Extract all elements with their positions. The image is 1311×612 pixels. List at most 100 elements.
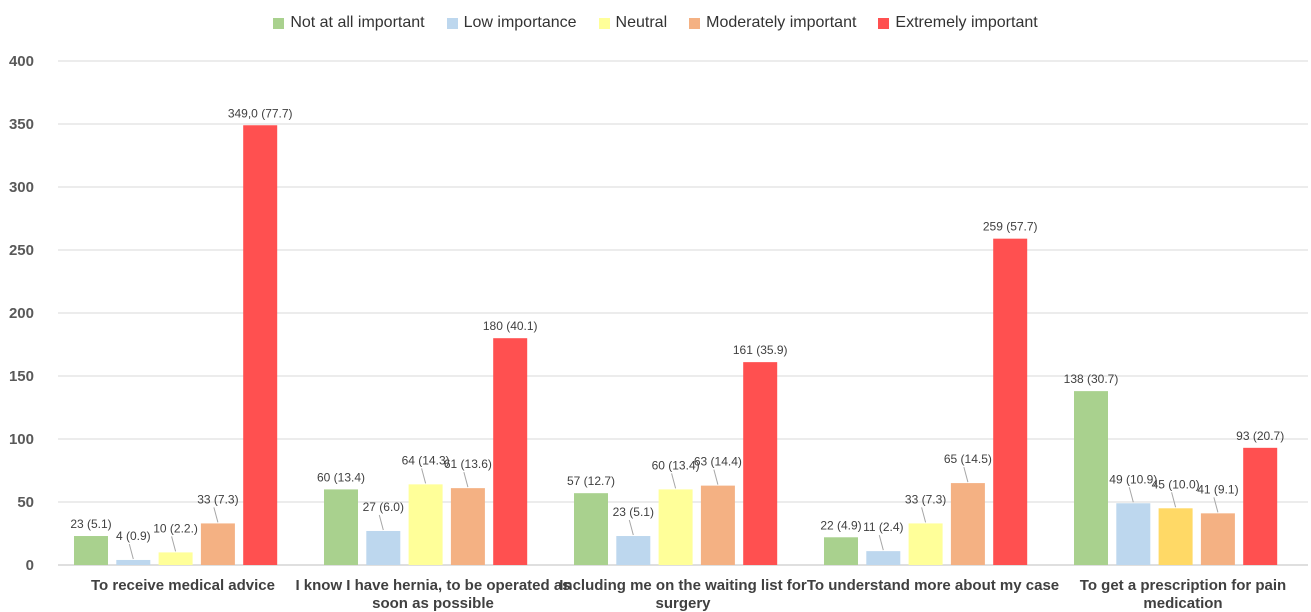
leader-line (1128, 487, 1134, 503)
bar (1116, 503, 1151, 565)
bar (743, 362, 778, 565)
leader-line (421, 468, 427, 484)
data-label: 64 (14.3) (402, 453, 450, 467)
data-label: 61 (13.6) (444, 457, 492, 471)
bar (243, 125, 278, 565)
leader-line (213, 507, 219, 523)
data-label: 27 (6.0) (363, 500, 404, 514)
leader-line (1213, 497, 1219, 513)
y-tick-label: 150 (9, 368, 34, 385)
bar (158, 552, 193, 565)
leader-line (628, 519, 634, 536)
y-tick-label: 0 (26, 557, 34, 574)
data-label: 161 (35.9) (733, 343, 788, 357)
leader-line (671, 473, 677, 489)
data-label: 259 (57.7) (983, 220, 1038, 234)
legend-swatch (446, 17, 458, 29)
x-tick-label: Including me on the waiting list for surg… (559, 577, 807, 612)
bar (1200, 513, 1235, 565)
bars (74, 125, 1278, 565)
y-tick-label: 400 (9, 53, 34, 70)
data-label: 60 (13.4) (652, 458, 700, 472)
x-tick-label: I know I have hernia, to be operated as s… (295, 577, 570, 612)
leader-line (878, 535, 884, 551)
bar (658, 489, 693, 565)
legend-item-neutral: Neutral (598, 14, 668, 32)
y-tick-label: 350 (9, 116, 34, 133)
legend-label: Low importance (463, 14, 577, 31)
legend-swatch (689, 17, 701, 29)
leader-line (921, 507, 927, 523)
bar (824, 537, 858, 565)
legend-label: Not at all important (290, 14, 425, 31)
bar (574, 493, 608, 565)
bar (116, 559, 151, 565)
legend-label: Neutral (615, 14, 668, 31)
bar (950, 483, 985, 565)
bar (324, 489, 358, 565)
legend-item-not-at-all-important: Not at all important (273, 14, 425, 32)
bar (908, 523, 943, 565)
y-tick-label: 50 (17, 494, 34, 511)
bar (450, 488, 485, 565)
legend-item-extremely-important: Extremely important (878, 14, 1038, 32)
leader-line (463, 472, 469, 488)
bar (493, 338, 528, 565)
bar (700, 485, 735, 565)
data-label: 63 (14.4) (694, 455, 742, 469)
legend-swatch (878, 17, 890, 29)
y-axis: 0 50 100 150 200 250 300 350 400 (9, 53, 34, 574)
data-label: 11 (2.4) (863, 520, 903, 534)
legend-item-low-importance: Low importance (446, 14, 577, 32)
y-tick-label: 100 (9, 431, 34, 448)
data-label: 45 (10.0) (1152, 477, 1200, 491)
bar (1243, 447, 1278, 565)
data-label: 33 (7.3) (905, 492, 946, 506)
bar (1074, 391, 1108, 565)
bar (866, 551, 901, 565)
data-label: 349,0 (77.7) (228, 106, 293, 120)
chart-legend: Not at all important Low importance Neut… (0, 12, 1311, 34)
data-label: 23 (5.1) (613, 505, 654, 519)
legend-label: Moderately important (706, 14, 857, 31)
x-tick-label: To get a prescription for pain medication (1080, 577, 1286, 612)
x-axis: To receive medical advice I know I have h… (91, 577, 1286, 612)
y-tick-label: 250 (9, 242, 34, 259)
y-tick-label: 200 (9, 305, 34, 322)
leader-line (1171, 492, 1177, 508)
leader-line (378, 514, 384, 531)
legend-swatch (273, 17, 285, 29)
bar (366, 530, 401, 565)
data-label: 49 (10.9) (1109, 472, 1157, 486)
leader-line (963, 466, 969, 483)
legend-label: Extremely important (895, 14, 1038, 31)
data-label: 10 (2.2.) (153, 521, 198, 535)
bar (993, 238, 1028, 565)
data-label: 180 (40.1) (483, 319, 538, 333)
data-label: 33 (7.3) (197, 492, 238, 506)
data-label: 22 (4.9) (820, 518, 861, 532)
leader-line (713, 469, 719, 485)
data-label: 138 (30.7) (1064, 372, 1119, 386)
legend-swatch (598, 17, 610, 29)
x-tick-label: To receive medical advice (91, 577, 275, 594)
leader-line (171, 536, 177, 552)
data-label: 41 (9.1) (1197, 482, 1238, 496)
bar (616, 536, 651, 565)
data-label: 57 (12.7) (567, 474, 615, 488)
data-label: 4 (0.9) (116, 529, 151, 543)
bar (408, 484, 443, 565)
legend-item-moderately-important: Moderately important (689, 14, 856, 32)
data-label: 23 (5.1) (70, 517, 111, 531)
data-label: 65 (14.5) (944, 452, 992, 466)
data-labels: 23 (5.1) 60 (13.4) 57 (12.7) 22 (4.9) 138 (3… (70, 106, 1284, 560)
bar (74, 536, 108, 565)
bar (1158, 508, 1193, 565)
y-tick-label: 300 (9, 179, 34, 196)
bar (200, 523, 235, 565)
leader-line (128, 543, 134, 560)
data-label: 60 (13.4) (317, 470, 365, 484)
x-tick-label: To understand more about my case (807, 577, 1059, 594)
data-label: 93 (20.7) (1236, 429, 1284, 443)
